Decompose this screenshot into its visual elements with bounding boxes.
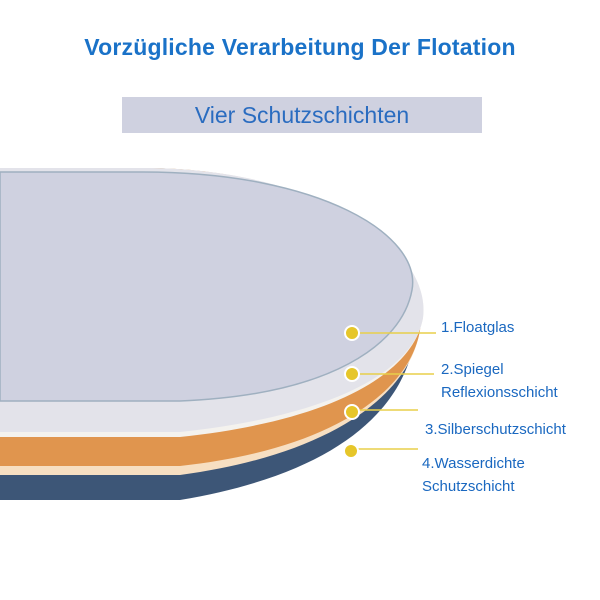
- subtitle-banner: Vier Schutzschichten: [122, 97, 482, 133]
- label-layer-4-line-2: Schutzschicht: [422, 478, 515, 495]
- label-layer-1: 1.Floatglas: [441, 316, 514, 339]
- marker-4: [343, 443, 359, 459]
- label-layer-2: 2.Spiegel Reflexionsschicht: [441, 358, 558, 404]
- layer-markers: [343, 325, 360, 459]
- diagram-title: Vorzügliche Verarbeitung Der Flotation: [84, 34, 516, 60]
- label-layer-4-line-1: 4.Wasserdichte: [422, 455, 525, 472]
- label-layer-3-line-1: 3.Silberschutzschicht: [425, 421, 566, 438]
- subtitle-text: Vier Schutzschichten: [194, 101, 410, 128]
- marker-1: [344, 325, 360, 341]
- marker-3: [344, 404, 360, 420]
- leader-lines: [354, 332, 436, 450]
- label-layer-2-line-1: 2.Spiegel: [441, 361, 504, 378]
- label-layer-1-line-1: 1.Floatglas: [441, 319, 515, 336]
- layer-1-float-glass-shape: [0, 171, 414, 402]
- label-layer-3: 3.Silberschutzschicht: [425, 418, 566, 441]
- marker-2: [344, 366, 360, 382]
- label-layer-2-line-2: Reflexionsschicht: [441, 384, 558, 401]
- label-layer-4: 4.Wasserdichte Schutzschicht: [422, 452, 525, 498]
